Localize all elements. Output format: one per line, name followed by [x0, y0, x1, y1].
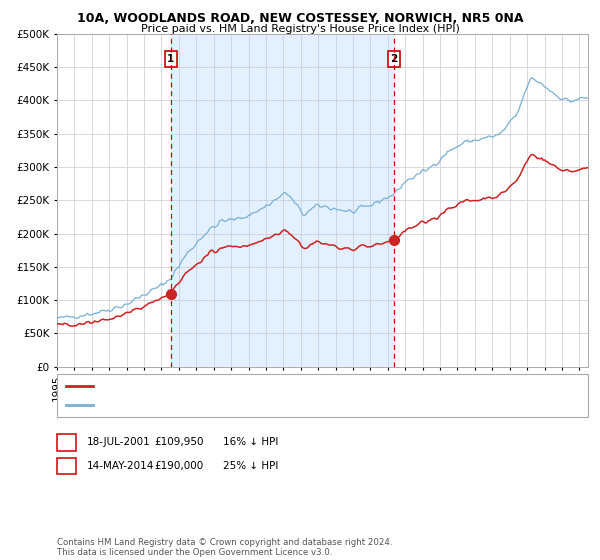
Text: 2: 2 — [391, 54, 398, 64]
Text: 16% ↓ HPI: 16% ↓ HPI — [223, 437, 278, 447]
Text: £190,000: £190,000 — [154, 461, 203, 471]
Text: 10A, WOODLANDS ROAD, NEW COSTESSEY, NORWICH, NR5 0NA (detached house): 10A, WOODLANDS ROAD, NEW COSTESSEY, NORW… — [99, 381, 505, 391]
Text: 2: 2 — [63, 461, 70, 471]
Text: HPI: Average price, detached house, South Norfolk: HPI: Average price, detached house, Sout… — [99, 400, 346, 410]
Text: 18-JUL-2001: 18-JUL-2001 — [87, 437, 151, 447]
Bar — [171, 34, 394, 367]
Text: Contains HM Land Registry data © Crown copyright and database right 2024.
This d: Contains HM Land Registry data © Crown c… — [57, 538, 392, 557]
Text: 1: 1 — [167, 54, 175, 64]
Text: Price paid vs. HM Land Registry's House Price Index (HPI): Price paid vs. HM Land Registry's House … — [140, 24, 460, 34]
Text: 1: 1 — [63, 437, 70, 447]
Text: 25% ↓ HPI: 25% ↓ HPI — [223, 461, 278, 471]
Text: 14-MAY-2014: 14-MAY-2014 — [87, 461, 154, 471]
Text: £109,950: £109,950 — [154, 437, 204, 447]
Text: 10A, WOODLANDS ROAD, NEW COSTESSEY, NORWICH, NR5 0NA: 10A, WOODLANDS ROAD, NEW COSTESSEY, NORW… — [77, 12, 523, 25]
